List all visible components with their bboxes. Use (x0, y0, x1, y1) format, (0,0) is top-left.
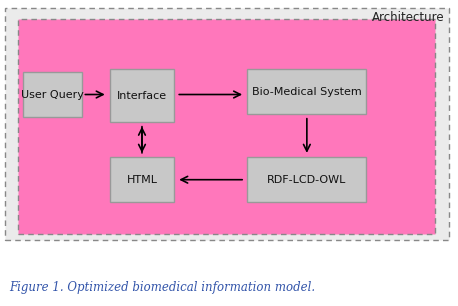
FancyBboxPatch shape (23, 72, 82, 117)
FancyBboxPatch shape (247, 69, 366, 114)
Text: Figure 1. Optimized biomedical information model.: Figure 1. Optimized biomedical informati… (9, 281, 315, 294)
Text: Interface: Interface (117, 91, 167, 101)
Text: Bio-Medical System: Bio-Medical System (252, 87, 362, 97)
FancyBboxPatch shape (5, 8, 449, 240)
FancyBboxPatch shape (247, 157, 366, 202)
FancyBboxPatch shape (18, 19, 435, 234)
FancyBboxPatch shape (110, 157, 174, 202)
Text: Architecture: Architecture (371, 11, 444, 24)
Text: RDF-LCD-OWL: RDF-LCD-OWL (267, 175, 347, 185)
FancyBboxPatch shape (110, 69, 174, 122)
Text: HTML: HTML (126, 175, 158, 185)
Text: User Query: User Query (21, 90, 84, 99)
